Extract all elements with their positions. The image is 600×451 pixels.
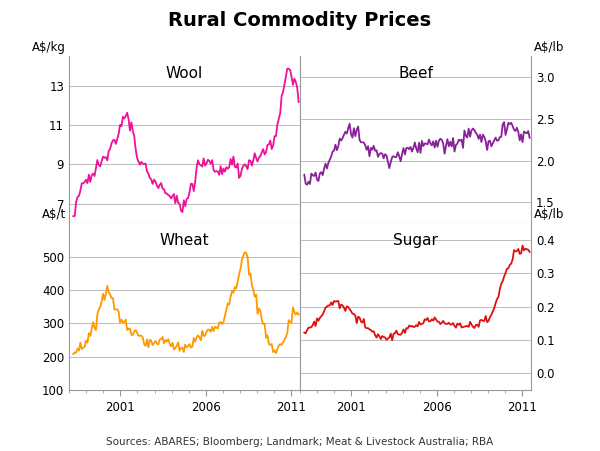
Text: Rural Commodity Prices: Rural Commodity Prices — [169, 11, 431, 30]
Text: A$/lb: A$/lb — [534, 208, 565, 221]
Text: Sources: ABARES; Bloomberg; Landmark; Meat & Livestock Australia; RBA: Sources: ABARES; Bloomberg; Landmark; Me… — [106, 437, 494, 447]
Text: A$/lb: A$/lb — [534, 41, 565, 54]
Text: A$/kg: A$/kg — [32, 41, 66, 54]
Text: Beef: Beef — [398, 66, 433, 81]
Text: Sugar: Sugar — [393, 233, 438, 248]
Text: Wool: Wool — [166, 66, 203, 81]
Text: A$/t: A$/t — [42, 208, 66, 221]
Text: Wheat: Wheat — [160, 233, 209, 248]
